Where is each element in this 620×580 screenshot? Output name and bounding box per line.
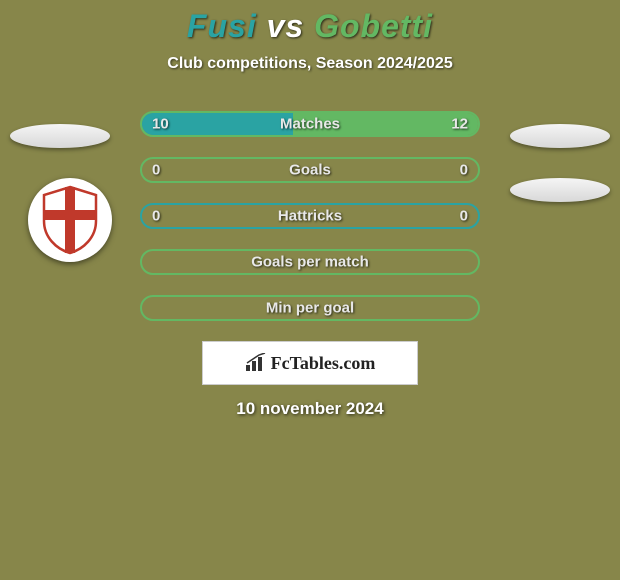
subtitle: Club competitions, Season 2024/2025 <box>0 55 620 73</box>
bar-label: Goals per match <box>251 254 369 271</box>
player2-club-placeholder-oval <box>510 178 610 202</box>
bar-val-right: 0 <box>460 208 468 225</box>
player1-placeholder-oval <box>10 124 110 148</box>
bar-hattricks: 0 Hattricks 0 <box>140 203 480 229</box>
bar-val-right: 0 <box>460 162 468 179</box>
bar-min-per-goal: Min per goal <box>140 295 480 321</box>
attribution-box[interactable]: FcTables.com <box>202 341 418 385</box>
player2-name: Gobetti <box>314 8 433 44</box>
date-text: 10 november 2024 <box>0 399 620 419</box>
bar-label: Goals <box>289 162 331 179</box>
shield-icon <box>40 185 100 255</box>
title-vs: vs <box>267 8 305 44</box>
bar-goals: 0 Goals 0 <box>140 157 480 183</box>
bar-val-left: 0 <box>152 162 160 179</box>
bar-val-left: 10 <box>152 116 169 133</box>
bar-label: Min per goal <box>266 300 354 317</box>
bar-goals-per-match: Goals per match <box>140 249 480 275</box>
bar-label: Hattricks <box>278 208 342 225</box>
player1-name: Fusi <box>187 8 257 44</box>
bar-label: Matches <box>280 116 340 133</box>
player2-placeholder-oval <box>510 124 610 148</box>
comparison-title: Fusi vs Gobetti <box>0 8 620 45</box>
chart-icon <box>245 353 267 373</box>
stats-bars: 10 Matches 12 0 Goals 0 0 Hattricks 0 Go… <box>140 111 480 321</box>
bar-val-right: 12 <box>451 116 468 133</box>
player1-club-badge <box>28 178 112 262</box>
bar-val-left: 0 <box>152 208 160 225</box>
attribution-text: FcTables.com <box>271 353 376 374</box>
bar-matches: 10 Matches 12 <box>140 111 480 137</box>
